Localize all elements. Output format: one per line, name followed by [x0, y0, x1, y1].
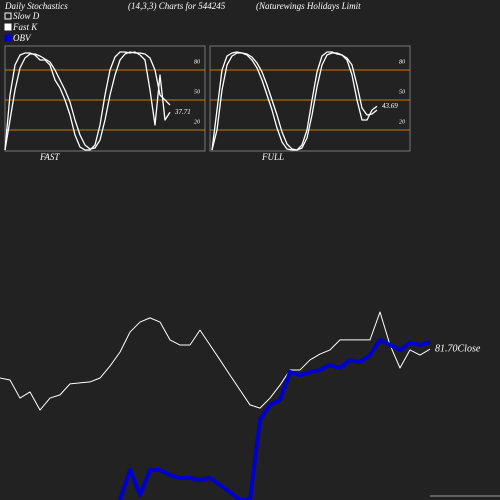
legend-swatch	[4, 12, 12, 20]
panel-title: FULL	[261, 152, 284, 162]
series-line	[211, 52, 378, 151]
series-line	[4, 51, 171, 151]
legend-label: Slow D	[13, 11, 40, 21]
y-tick-label: 50	[399, 89, 405, 95]
series-line	[0, 311, 431, 411]
legend-label: OBV	[13, 33, 32, 43]
y-tick-label: 20	[194, 119, 200, 125]
series-line	[4, 51, 171, 151]
panel-title: FAST	[39, 152, 60, 162]
company-name: (Naturewings Holidays Limit	[256, 1, 361, 11]
series-line	[211, 51, 378, 151]
y-tick-label: 80	[399, 59, 405, 65]
legend-swatch	[4, 23, 12, 31]
value-label: 81.70Close	[435, 343, 481, 354]
chart-title: Daily Stochastics	[4, 1, 68, 11]
legend-swatch	[4, 34, 12, 42]
chart-params: (14,3,3) Charts for 544245	[128, 1, 226, 11]
y-tick-label: 80	[194, 59, 200, 65]
panel-frame	[209, 45, 411, 152]
panel-frame	[4, 45, 206, 152]
y-tick-label: 20	[399, 119, 405, 125]
y-tick-label: 50	[194, 89, 200, 95]
value-label: 43.69	[382, 102, 398, 110]
legend-label: Fast K	[12, 22, 38, 32]
value-label: 37.71	[174, 108, 191, 116]
series-line	[118, 338, 431, 500]
